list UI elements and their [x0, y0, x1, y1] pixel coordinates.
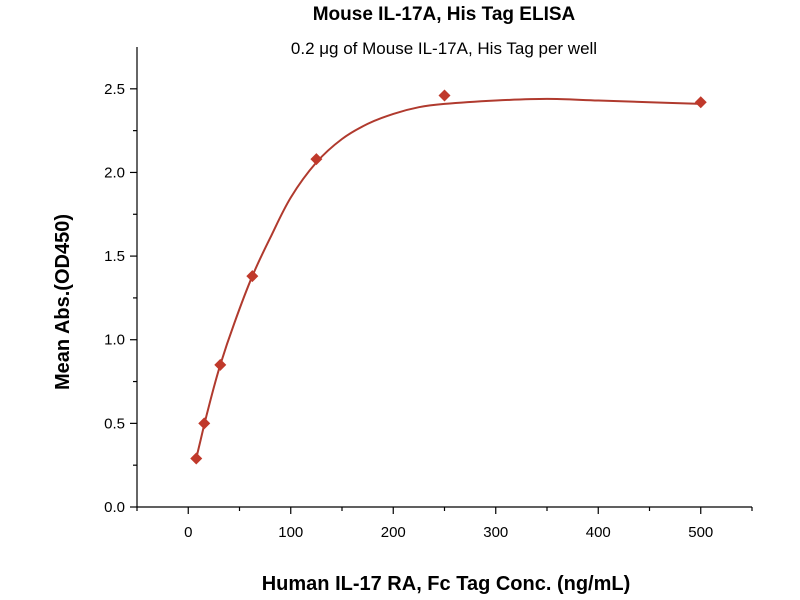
data-point [246, 270, 259, 283]
data-point [190, 452, 203, 465]
chart-subtitle: 0.2 μg of Mouse IL-17A, His Tag per well [291, 39, 597, 58]
x-axis-label: Human IL-17 RA, Fc Tag Conc. (ng/mL) [262, 573, 631, 595]
data-point [694, 96, 707, 109]
data-point [198, 417, 211, 430]
data-points [190, 89, 707, 465]
y-axis-ticks: 0.0 0.5 1.0 1.5 2.0 2.5 [104, 81, 137, 516]
fit-curve [195, 97, 701, 459]
y-tick-label: 1.5 [104, 248, 125, 265]
x-tick-label: 200 [381, 524, 406, 541]
x-axis-ticks: 0 100 200 300 400 500 [136, 507, 753, 541]
y-tick-label: 2.0 [104, 164, 125, 181]
chart-title: Mouse IL-17A, His Tag ELISA [313, 4, 576, 25]
x-tick-label: 0 [184, 524, 192, 541]
data-point [438, 89, 451, 102]
x-tick-label: 300 [483, 524, 508, 541]
y-tick-label: 0.5 [104, 415, 125, 432]
data-point [214, 358, 227, 371]
y-tick-label: 2.5 [104, 81, 125, 98]
y-tick-label: 0.0 [104, 499, 125, 516]
data-point [310, 153, 323, 166]
y-tick-label: 1.0 [104, 332, 125, 349]
x-tick-label: 400 [586, 524, 611, 541]
plot-area: 0.0 0.5 1.0 1.5 2.0 2.5 0 100 200 300 400 500 [104, 47, 753, 541]
y-axis-label: Mean Abs.(OD450) [52, 214, 74, 390]
x-tick-label: 100 [278, 524, 303, 541]
x-tick-label: 500 [688, 524, 713, 541]
